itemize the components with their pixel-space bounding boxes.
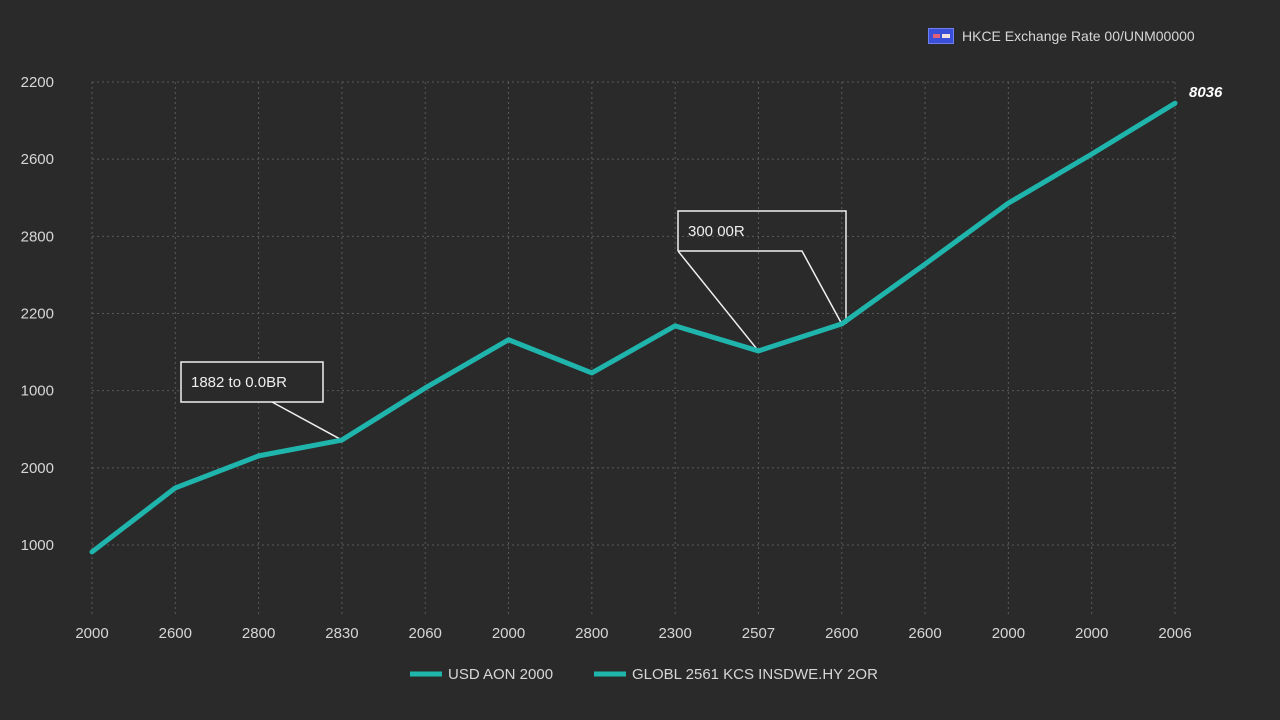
y-tick-label: 1000	[21, 383, 54, 400]
x-tick-label: 2800	[575, 625, 608, 642]
legend-label: GLOBL 2561 KCS INSDWE.HY 2OR	[632, 666, 878, 683]
annotation-box-mid	[677, 210, 847, 324]
annotation-text-mid: 300 00R	[688, 223, 745, 240]
end-value-label: 8036	[1189, 84, 1223, 101]
y-axis-ticks: 2200 2600 2800 2200 1000 2000 1000	[21, 74, 54, 554]
flag-icon	[928, 28, 954, 44]
series-line	[89, 100, 1178, 555]
y-tick-label: 2600	[21, 151, 54, 168]
x-tick-label: 2800	[242, 625, 275, 642]
x-tick-label: 2300	[658, 625, 691, 642]
chart-title: HKCE Exchange Rate 00/UNM00000	[962, 28, 1195, 44]
annotations: 1882 to 0.0BR 300 00R	[180, 210, 847, 441]
x-tick-label: 2006	[1158, 625, 1191, 642]
y-tick-label: 2000	[21, 460, 54, 477]
x-tick-label: 2060	[409, 625, 442, 642]
y-tick-label: 2200	[21, 306, 54, 323]
legend-label: USD AON 2000	[448, 666, 553, 683]
bottom-legend: USD AON 2000 GLOBL 2561 KCS INSDWE.HY 2OR	[410, 666, 878, 683]
annotation-text-left: 1882 to 0.0BR	[191, 374, 287, 391]
x-tick-label: 2600	[908, 625, 941, 642]
x-tick-label: 2000	[1075, 625, 1108, 642]
x-tick-label: 2600	[825, 625, 858, 642]
x-tick-label: 2000	[75, 625, 108, 642]
x-tick-label: 2600	[159, 625, 192, 642]
y-tick-label: 2800	[21, 228, 54, 245]
annotation-leader-mid-right	[678, 250, 843, 325]
x-axis-ticks: 2000 2600 2800 2830 2060 2000 2800 2300 2507 2600…	[75, 625, 1191, 642]
annotation-box-left	[180, 361, 324, 403]
annotation-leader-mid-left	[677, 250, 760, 352]
annotation-leader-left	[271, 401, 343, 441]
x-tick-label: 2830	[325, 625, 358, 642]
chart-title-legend: HKCE Exchange Rate 00/UNM00000	[928, 28, 1195, 44]
y-tick-label: 1000	[21, 537, 54, 554]
y-tick-label: 2200	[21, 74, 54, 91]
x-tick-label: 2000	[492, 625, 525, 642]
x-tick-label: 2000	[992, 625, 1025, 642]
data-series	[89, 100, 1178, 555]
end-value-text: 8036	[1189, 84, 1223, 101]
x-tick-label: 2507	[742, 625, 775, 642]
